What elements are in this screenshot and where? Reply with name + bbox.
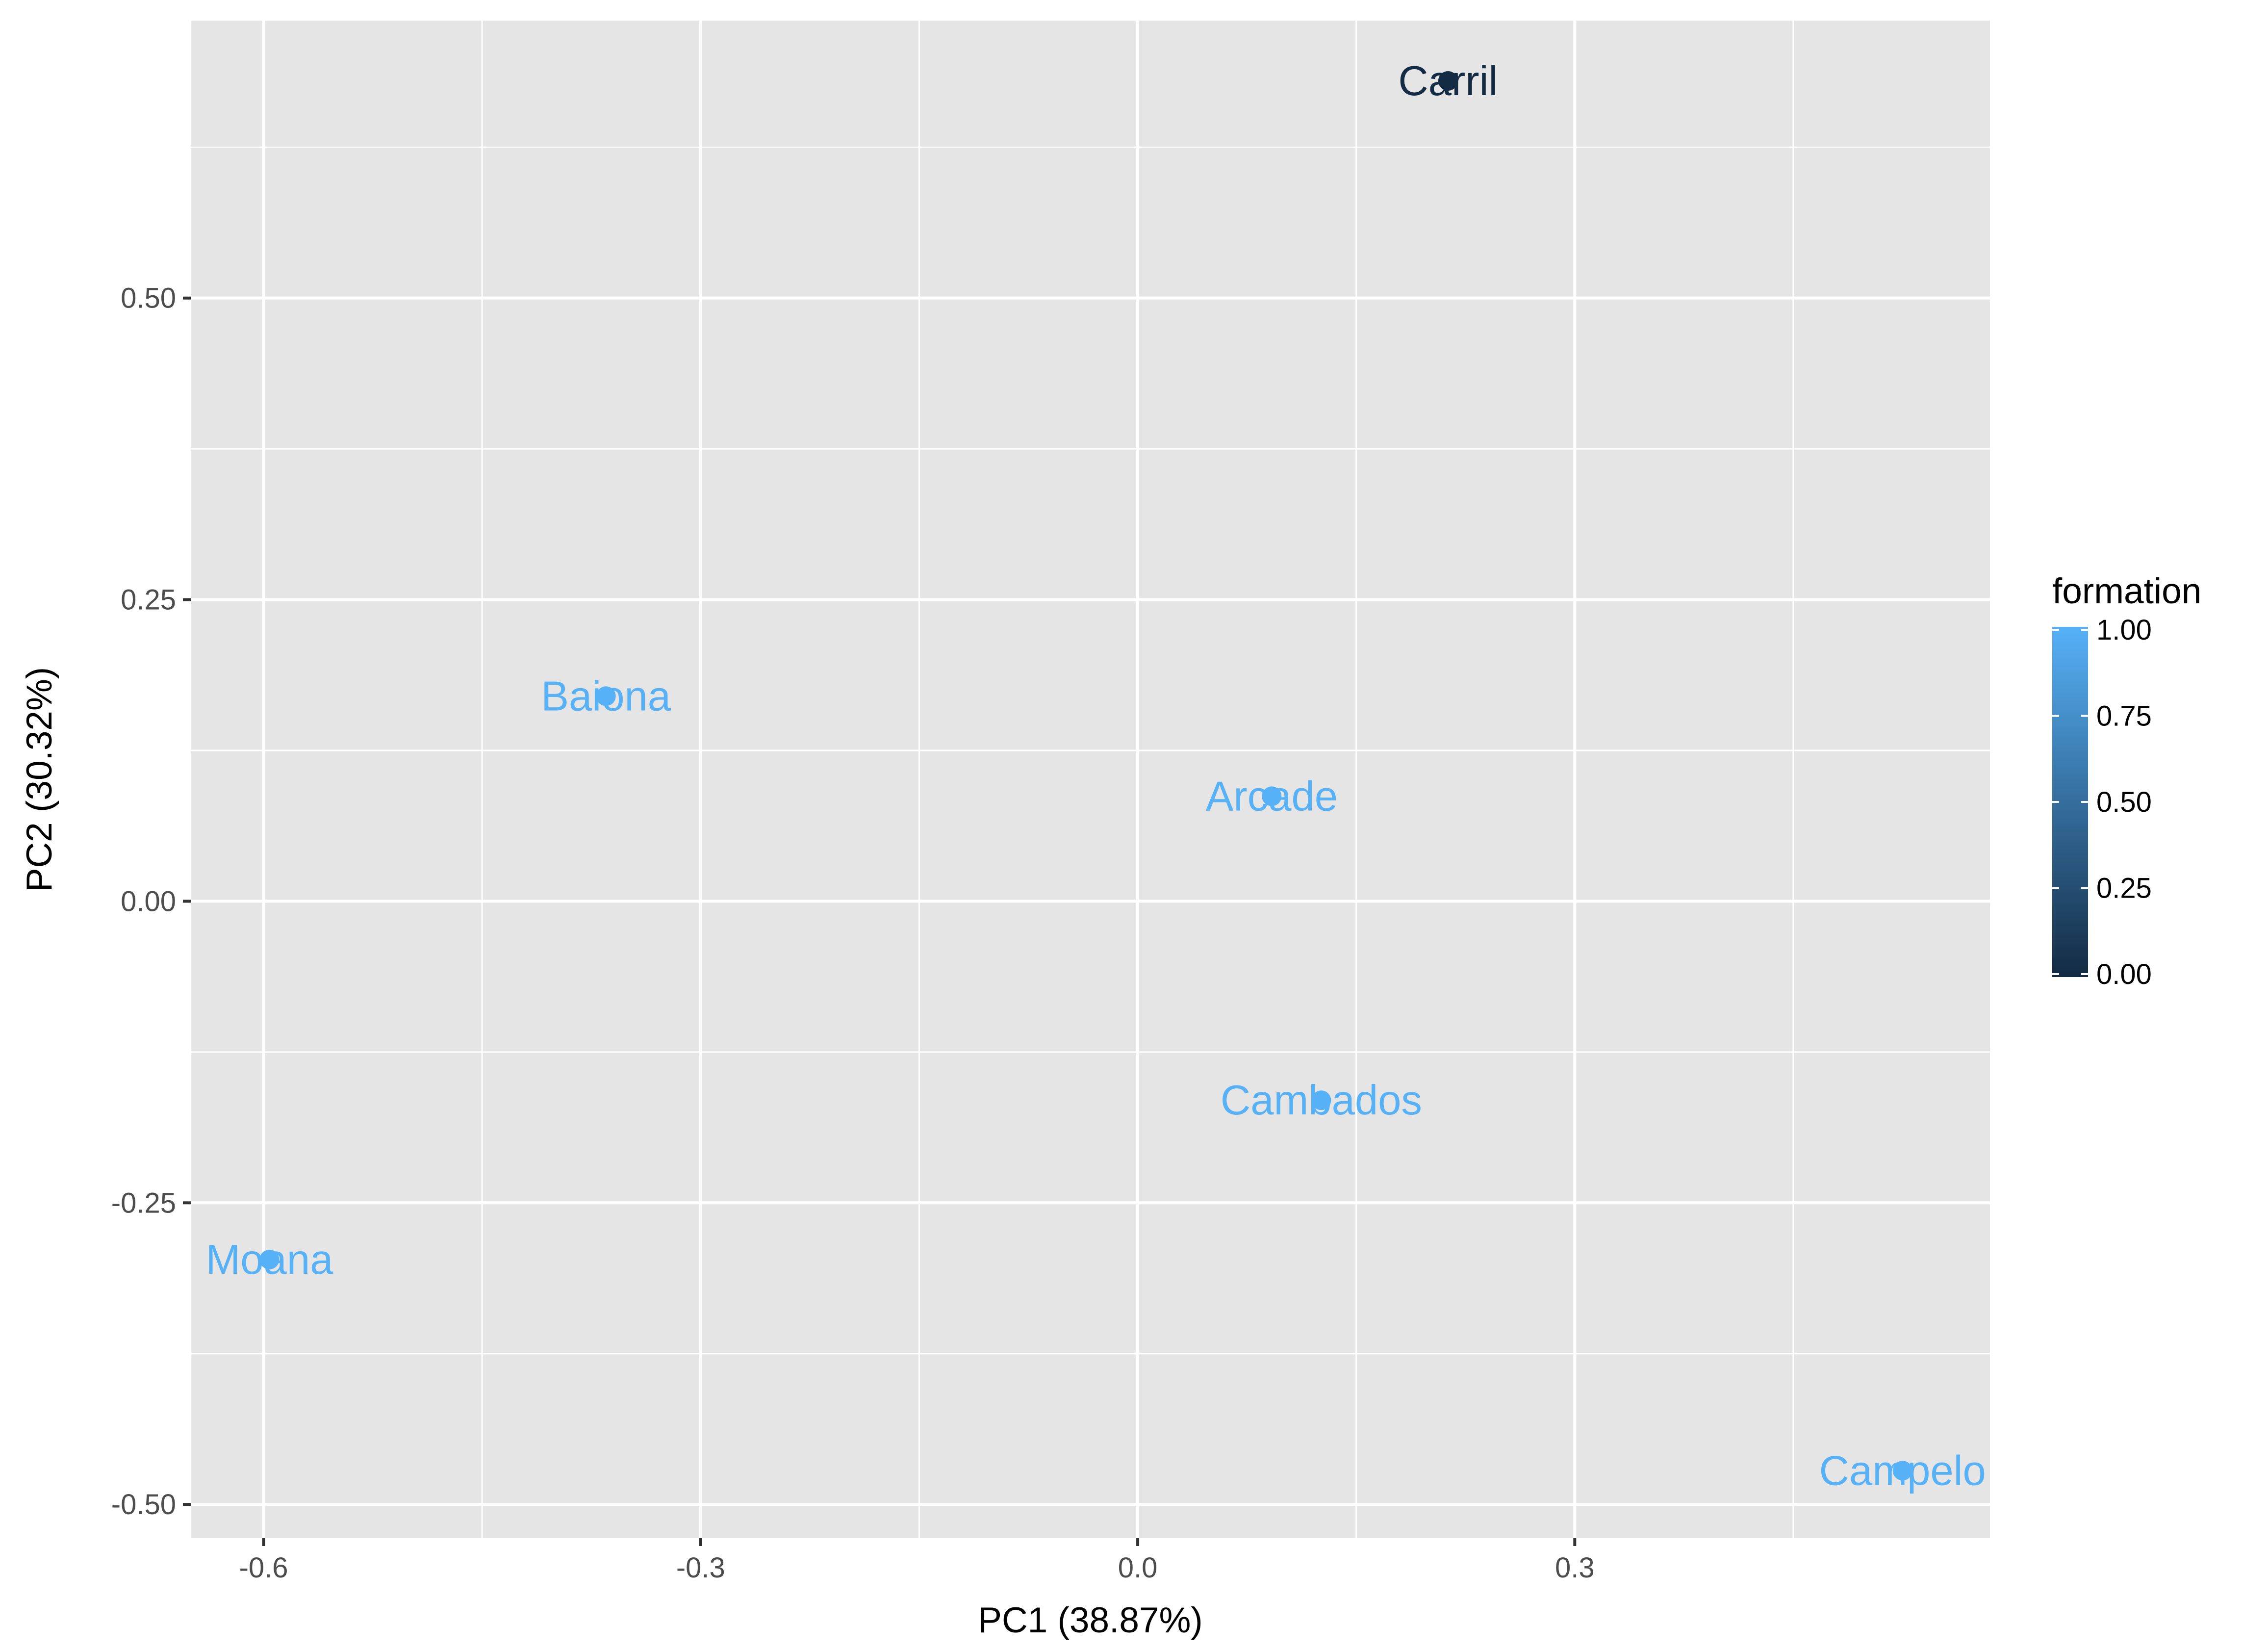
minor-gridlines: [191, 21, 1990, 1538]
legend-tick-label: 1.00: [2096, 614, 2152, 646]
point-label-moana: Moana: [205, 1237, 333, 1283]
point-campelo: [1892, 1461, 1912, 1481]
point-cambados: [1311, 1090, 1331, 1110]
y-axis-title: PC2 (30.32%): [20, 667, 59, 892]
y-tick-label: 0.50: [121, 283, 176, 314]
legend-tick-label: 0.00: [2096, 958, 2152, 990]
point-label-arcade: Arcade: [1206, 773, 1338, 820]
point-label-cambados: Cambados: [1221, 1077, 1422, 1124]
x-tick-label: 0.0: [1118, 1552, 1158, 1584]
point-label-carril: Carril: [1398, 58, 1498, 104]
x-tick-label: 0.3: [1555, 1552, 1595, 1584]
major-gridlines: [191, 21, 1990, 1538]
legend-tick-label: 0.25: [2096, 873, 2152, 904]
point-labels: Carril Baiona Arcade Cambados Moana Campelo: [205, 58, 1986, 1494]
data-points: [259, 71, 1912, 1481]
point-baiona: [596, 686, 616, 706]
y-tick-label: 0.00: [121, 885, 176, 917]
legend-ticks: 1.00 0.75 0.50 0.25 0.00: [2052, 614, 2152, 990]
point-label-baiona: Baiona: [541, 673, 671, 720]
x-axis-title: PC1 (38.87%): [978, 1600, 1203, 1640]
x-tick-label: -0.3: [676, 1552, 725, 1584]
legend-tick-label: 0.50: [2096, 786, 2152, 818]
point-moana: [259, 1249, 280, 1269]
color-legend: formation 1.00 0.75 0.50 0.25 0.00: [2052, 571, 2201, 990]
point-label-campelo: Campelo: [1819, 1447, 1986, 1494]
legend-title: formation: [2052, 571, 2201, 611]
y-tick-label: -0.25: [111, 1187, 176, 1219]
plot-panel: [191, 21, 1990, 1538]
y-tick-label: -0.50: [111, 1489, 176, 1521]
point-carril: [1438, 71, 1458, 91]
axis-ticks: -0.6 -0.3 0.0 0.3 0.50 0.25 0.00 -0.25 -0.50: [111, 283, 1595, 1584]
x-tick-label: -0.6: [239, 1552, 288, 1584]
legend-tick-label: 0.75: [2096, 700, 2152, 732]
y-tick-label: 0.25: [121, 584, 176, 616]
point-arcade: [1262, 786, 1282, 806]
